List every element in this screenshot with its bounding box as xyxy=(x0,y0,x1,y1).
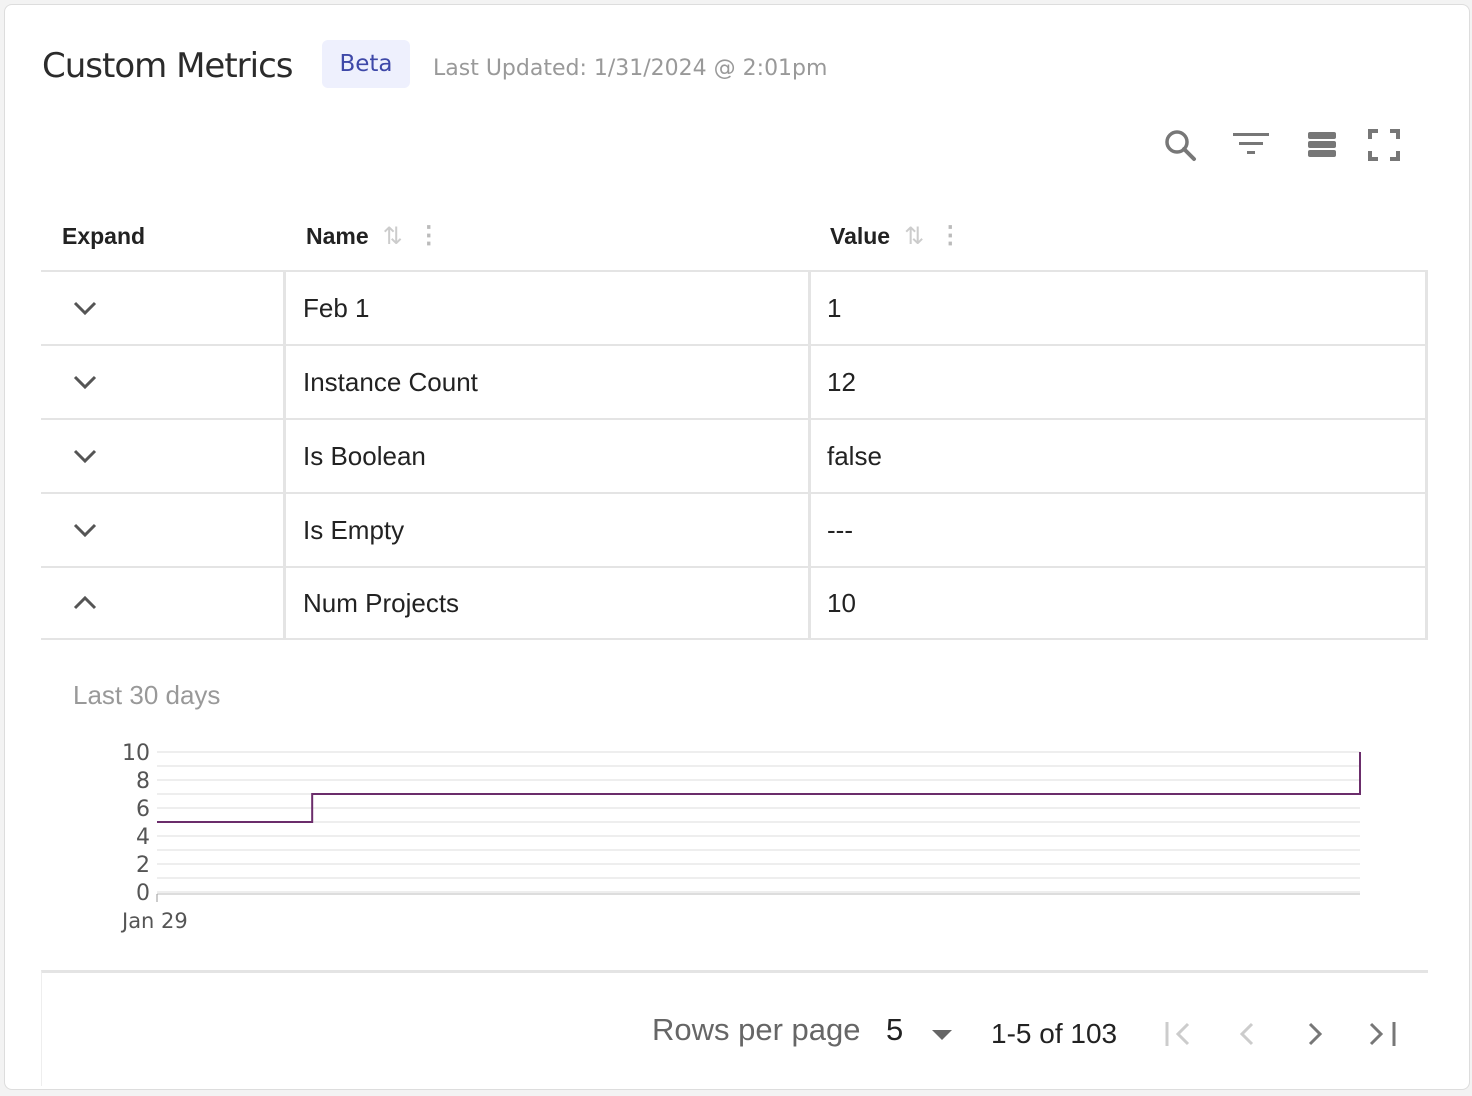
rows-per-page-label: Rows per page xyxy=(652,1012,861,1047)
next-page-icon[interactable] xyxy=(1298,1016,1332,1052)
column-header-value[interactable]: Value ⇅ ⋮ xyxy=(830,200,962,272)
last-page-icon[interactable] xyxy=(1366,1016,1400,1052)
sort-icon[interactable]: ⇅ xyxy=(904,222,925,250)
cell-value: 12 xyxy=(808,346,1428,418)
column-label: Value xyxy=(830,222,891,249)
y-tick-label: 4 xyxy=(136,825,150,850)
column-label: Name xyxy=(306,222,369,249)
column-label: Expand xyxy=(62,222,146,249)
table-row: Is Empty --- xyxy=(41,492,1428,566)
table-row: Is Boolean false xyxy=(41,418,1428,492)
table-row: Feb 1 1 xyxy=(41,270,1428,344)
sort-icon[interactable]: ⇅ xyxy=(382,222,403,250)
last-updated: Last Updated: 1/31/2024 @ 2:01pm xyxy=(433,56,828,81)
column-menu-icon[interactable]: ⋮ xyxy=(938,222,963,249)
cell-name: Is Empty xyxy=(283,494,808,566)
cell-value: 10 xyxy=(808,568,1428,638)
y-tick-label: 2 xyxy=(136,853,150,878)
series-line xyxy=(157,752,1361,823)
collapse-row-button[interactable] xyxy=(41,568,283,638)
search-icon[interactable] xyxy=(1161,126,1199,164)
filter-icon[interactable] xyxy=(1232,126,1270,164)
column-menu-icon[interactable]: ⋮ xyxy=(416,222,441,249)
cell-name: Is Boolean xyxy=(283,420,808,492)
table-row: Instance Count 12 xyxy=(41,344,1428,418)
beta-badge: Beta xyxy=(322,40,410,88)
step-chart: 0 2 4 6 8 10 Jan 29 xyxy=(120,741,1361,933)
chevron-down-icon[interactable] xyxy=(932,1030,952,1040)
expand-row-button[interactable] xyxy=(41,272,283,344)
rows-per-page-select[interactable]: 5 xyxy=(886,1012,904,1047)
chevron-down-icon[interactable] xyxy=(71,373,99,391)
fullscreen-icon[interactable] xyxy=(1365,126,1403,164)
cell-value: --- xyxy=(808,494,1428,566)
chevron-up-icon[interactable] xyxy=(71,594,99,612)
detail-label: Last 30 days xyxy=(73,680,221,710)
density-icon[interactable] xyxy=(1303,126,1341,164)
table-footer xyxy=(41,970,1428,1086)
chevron-down-icon[interactable] xyxy=(71,447,99,465)
first-page-icon[interactable] xyxy=(1162,1016,1196,1052)
custom-metrics-card xyxy=(4,4,1470,1090)
pagination-range: 1-5 of 103 xyxy=(991,1018,1118,1049)
cell-name: Feb 1 xyxy=(283,272,808,344)
y-tick-label: 0 xyxy=(136,881,150,906)
cell-value: 1 xyxy=(808,272,1428,344)
expand-row-button[interactable] xyxy=(41,420,283,492)
column-header-name[interactable]: Name ⇅ ⋮ xyxy=(306,200,441,272)
table-row: Num Projects 10 xyxy=(41,566,1428,640)
cell-name: Instance Count xyxy=(283,346,808,418)
previous-page-icon[interactable] xyxy=(1230,1016,1264,1052)
column-header-expand: Expand xyxy=(62,200,145,272)
y-tick-label: 8 xyxy=(136,769,150,794)
expand-row-button[interactable] xyxy=(41,346,283,418)
metrics-table: Feb 1 1 Instance Count 12 Is Boolean fal… xyxy=(41,270,1428,640)
cell-name: Num Projects xyxy=(283,568,808,638)
expand-row-button[interactable] xyxy=(41,494,283,566)
chevron-down-icon[interactable] xyxy=(71,299,99,317)
page-title: Custom Metrics xyxy=(42,46,293,86)
chevron-down-icon[interactable] xyxy=(71,521,99,539)
y-tick-label: 10 xyxy=(122,741,150,766)
x-tick-label: Jan 29 xyxy=(120,909,188,933)
cell-value: false xyxy=(808,420,1428,492)
y-tick-label: 6 xyxy=(136,797,150,822)
